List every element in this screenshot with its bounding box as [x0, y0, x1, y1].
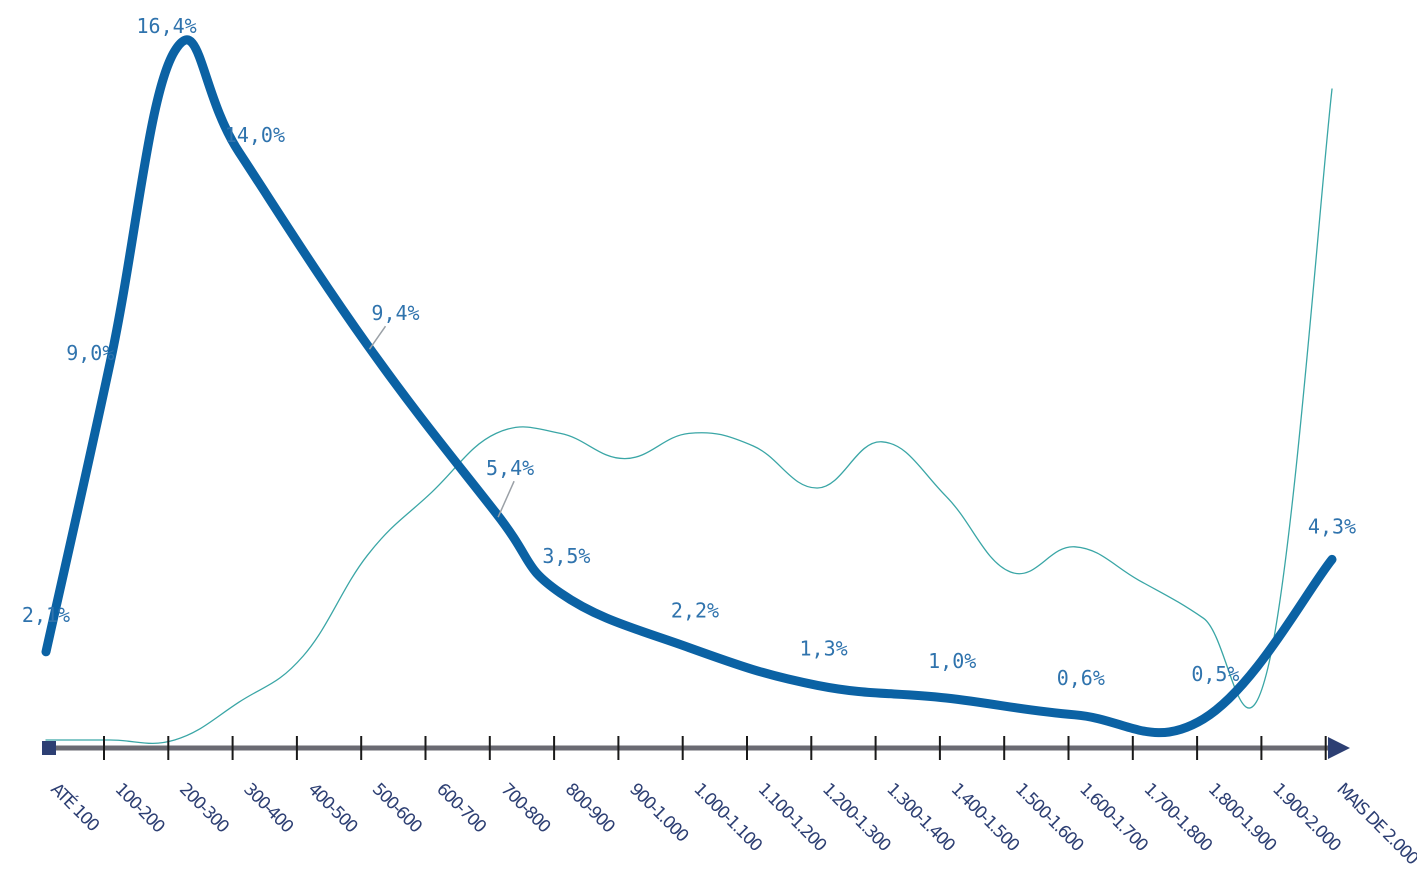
axis-arrow-icon — [1328, 737, 1350, 759]
data-point — [560, 433, 561, 434]
label-leader-line — [497, 480, 515, 518]
x-tick-label: 400-500 — [304, 779, 361, 836]
data-point — [367, 344, 368, 346]
x-tick-label: 1.500-1.600 — [1011, 779, 1087, 855]
data-point — [817, 487, 818, 489]
series-thick-layer — [41, 35, 1337, 738]
x-tick-label: 1.900-2.000 — [1268, 779, 1344, 855]
data-point — [174, 50, 176, 52]
axis-start-marker — [42, 741, 56, 755]
x-tick-label: 1.100-1.200 — [754, 779, 830, 855]
data-label: 2,2% — [671, 599, 719, 623]
data-point — [881, 441, 883, 443]
x-tick-label: 1.300-1.400 — [882, 779, 958, 855]
data-labels-layer: 2,1% 9,0% 16,4% 14,0% 9,4% 5,4% 3,5% 2,2% 1,3% 1,… — [22, 14, 1356, 690]
series-thin-layer — [45, 88, 1333, 745]
x-tick-label: 500-600 — [368, 779, 425, 836]
data-point — [1138, 580, 1140, 581]
x-tick-label: MAIS DE 2.000 — [1332, 779, 1417, 869]
data-point — [1202, 718, 1204, 720]
label-leader-line — [368, 325, 387, 350]
data-point — [1010, 571, 1011, 573]
data-point — [945, 496, 947, 497]
data-point — [817, 684, 819, 686]
data-label: 14,0% — [225, 123, 285, 147]
data-point — [302, 655, 304, 657]
x-tick-label: 200-300 — [175, 779, 232, 836]
data-label: 1,3% — [800, 636, 848, 660]
data-point — [1331, 558, 1333, 560]
data-point — [495, 512, 497, 514]
data-label: 4,3% — [1308, 514, 1356, 538]
data-point — [1331, 88, 1333, 90]
data-point — [174, 739, 175, 741]
data-label: 0,5% — [1191, 662, 1239, 686]
data-label: 9,0% — [66, 341, 114, 365]
x-tick-label: 1.400-1.500 — [947, 779, 1023, 855]
data-point — [1074, 546, 1076, 548]
data-point — [367, 554, 368, 556]
data-point — [238, 701, 240, 703]
data-label: 5,4% — [486, 456, 534, 480]
data-point — [109, 361, 111, 363]
x-tick-label: 700-800 — [497, 779, 554, 836]
x-tick-label: 1.600-1.700 — [1075, 779, 1151, 855]
data-point — [110, 739, 111, 741]
data-label: 3,5% — [542, 544, 590, 568]
x-tick-label: 1.000-1.100 — [689, 779, 765, 855]
x-tick-label: 800-900 — [561, 779, 618, 836]
data-point — [1203, 617, 1204, 619]
data-point — [1267, 668, 1268, 669]
data-label: 1,0% — [928, 649, 976, 673]
x-tick-label: 100-200 — [111, 779, 168, 836]
data-point — [945, 697, 947, 699]
series-line-thin — [45, 88, 1333, 745]
data-point — [753, 445, 754, 447]
data-label: 0,6% — [1057, 666, 1105, 690]
data-label: 2,1% — [22, 603, 70, 627]
tick-labels-layer: ATÉ 100 100-200 200-300 300-400 400-500 500-6… — [46, 778, 1417, 869]
data-point — [1074, 714, 1076, 716]
data-point — [431, 491, 433, 493]
data-point — [624, 458, 625, 459]
x-tick-label: 1.800-1.900 — [1204, 779, 1280, 855]
data-point — [238, 151, 240, 153]
data-label: 9,4% — [371, 301, 419, 325]
data-point — [495, 433, 497, 434]
data-point — [688, 647, 690, 649]
data-point — [688, 433, 690, 434]
data-point — [559, 592, 561, 594]
x-tick-label: 1.700-1.800 — [1140, 779, 1216, 855]
data-point — [45, 739, 47, 741]
x-tick-label: 600-700 — [432, 779, 489, 836]
x-tick-label: 900-1.000 — [625, 779, 692, 846]
x-axis — [42, 736, 1350, 760]
data-label: 16,4% — [136, 14, 196, 38]
x-tick-label: 300-400 — [239, 779, 296, 836]
x-tick-label: 1.200-1.300 — [818, 779, 894, 855]
x-tick-label: ATÉ 100 — [46, 778, 104, 836]
data-point — [45, 651, 47, 653]
